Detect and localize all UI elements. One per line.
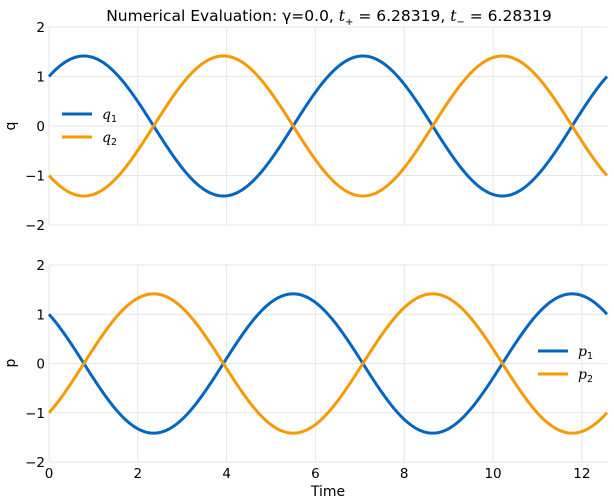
panel-p-legend-label-p1: p1 <box>578 344 593 362</box>
panel-p-ytick-label: −1 <box>25 406 45 422</box>
panel-q-grid <box>48 26 607 226</box>
panel-p-grid <box>48 264 607 463</box>
panel-p-xtick-label: 0 <box>45 466 54 482</box>
panel-q-ytick-label: 1 <box>36 70 45 86</box>
panel-q-legend-label-q2: q2 <box>102 130 117 148</box>
panel-q-series-q1-line <box>47 54 609 198</box>
panel-p-legend-label-p2: p2 <box>578 367 593 385</box>
panel-p-xtick-label: 10 <box>484 466 501 482</box>
panel-p-ytick-label: 0 <box>36 357 45 373</box>
panel-p-xtick-label: 8 <box>400 466 409 482</box>
x-axis-label: Time <box>310 484 345 500</box>
panel-p-ytick-label: 2 <box>36 258 45 274</box>
panel-p-series-p1-line <box>47 292 609 435</box>
panel-p-xtick-label: 2 <box>134 466 143 482</box>
panel-q-series <box>47 54 609 198</box>
panel-p-xtick-label: 6 <box>311 466 320 482</box>
panel-p-ylabel: p <box>3 358 19 367</box>
panel-p-ytick-label: 1 <box>36 307 45 323</box>
panel-p-xtick-label: 4 <box>222 466 231 482</box>
panel-q-ylabel: q <box>3 122 19 131</box>
figure-title: Numerical Evaluation: γ=0.0, t+ = 6.2831… <box>106 7 552 28</box>
panel-p-series <box>47 292 609 435</box>
panel-p-series-p2-line <box>47 292 609 435</box>
panel-q-yticks: −2 −1 0 1 2 <box>25 20 45 234</box>
panel-p-xticks: 0 2 4 6 8 10 12 <box>45 466 591 482</box>
panel-q-ytick-label: −2 <box>25 218 45 234</box>
panel-q-ytick-label: 2 <box>36 20 45 36</box>
panel-p-ytick-label: −2 <box>25 455 45 471</box>
panel-p-yticks: −2 −1 0 1 2 <box>25 258 45 471</box>
panel-q-ytick-label: −1 <box>25 169 45 185</box>
panel-q-ytick-label: 0 <box>36 119 45 135</box>
panel-q-series-q2-line <box>47 54 609 198</box>
panel-q-legend-label-q1: q1 <box>102 107 117 125</box>
panel-p-xtick-label: 12 <box>573 466 590 482</box>
